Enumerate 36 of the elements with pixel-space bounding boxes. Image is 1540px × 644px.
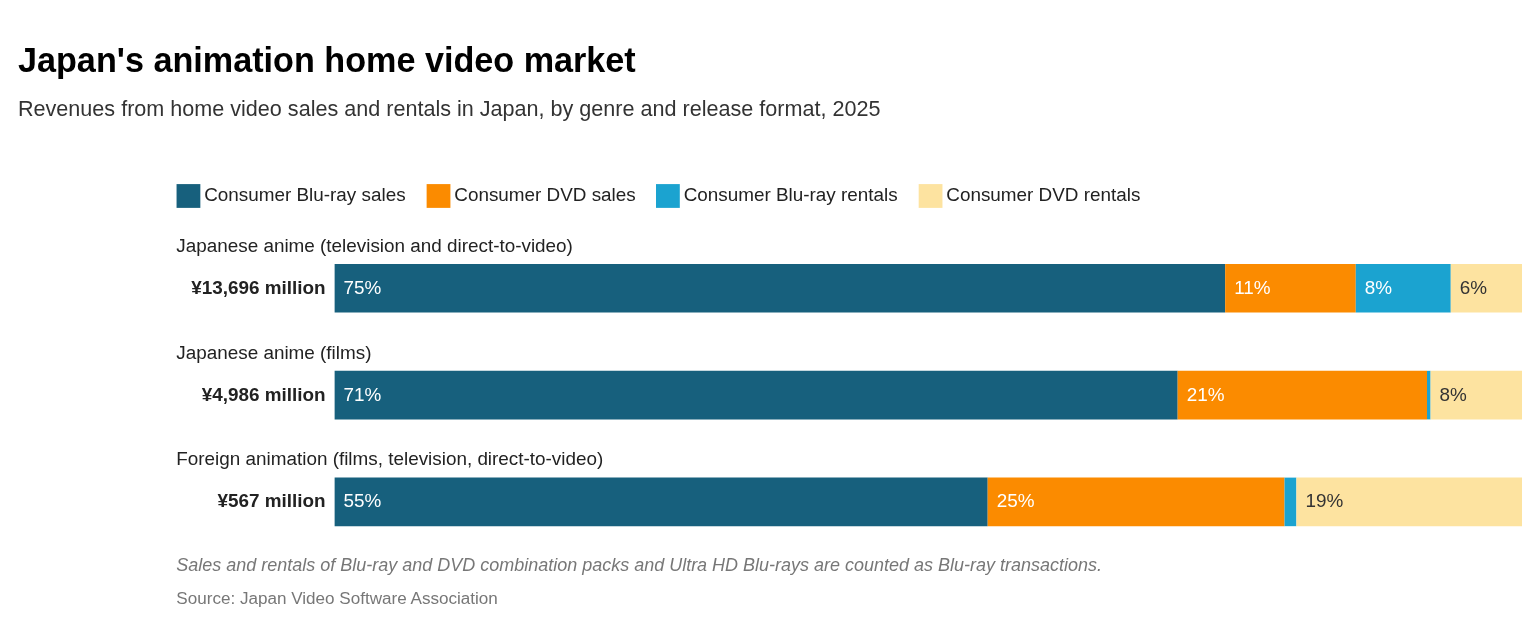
- y-tick-label: ¥13,696 million: [191, 276, 326, 298]
- y-tick-label: ¥567 million: [217, 490, 326, 512]
- chart-subtitle: Revenues from home video sales and rentals in Japan, by genre and release format, 2025: [17, 96, 881, 122]
- source-note: Source: Japan Video Software Association: [176, 588, 498, 608]
- annotation: Japanese anime (television and direct-to-video): [176, 234, 573, 256]
- bar: [334, 264, 1226, 313]
- legend-label: Consumer Blu-ray rentals: [683, 184, 898, 206]
- legend-label: Consumer DVD sales: [454, 184, 636, 206]
- bar: [1177, 370, 1428, 420]
- annotation: Foreign animation (films, television, direct-to-video): [176, 448, 604, 470]
- bar: [1355, 264, 1451, 313]
- bar: [334, 477, 988, 527]
- data-label: 6%: [1459, 276, 1488, 298]
- data-label: 25%: [996, 490, 1035, 512]
- bar: [334, 370, 1178, 420]
- data-label: 55%: [343, 490, 382, 512]
- data-label: 71%: [343, 383, 382, 405]
- data-label: 75%: [343, 276, 382, 298]
- bar: [1296, 477, 1523, 527]
- bar: [987, 477, 1285, 527]
- bar: [1430, 370, 1523, 420]
- data-label: 21%: [1186, 383, 1225, 405]
- bar: [1450, 264, 1523, 313]
- data-label: 8%: [1364, 276, 1393, 298]
- legend-label: Consumer DVD rentals: [946, 184, 1141, 206]
- bar: [1225, 264, 1356, 313]
- annotation: Japanese anime (films): [176, 341, 372, 363]
- y-tick-label: ¥4,986 million: [201, 383, 326, 405]
- data-label: 8%: [1439, 383, 1468, 405]
- text: Sales and rentals of Blu-ray and DVD combination packs and Ultra HD Blu-rays are counted as Blu-ray transactions.: [176, 555, 1102, 576]
- legend-label: Consumer Blu-ray sales: [204, 184, 406, 206]
- bar: [1284, 477, 1297, 527]
- chart-title: Japan's animation home video market: [17, 41, 636, 80]
- bar: [1427, 370, 1431, 420]
- data-label: 11%: [1234, 276, 1271, 298]
- data-label: 19%: [1305, 490, 1344, 512]
